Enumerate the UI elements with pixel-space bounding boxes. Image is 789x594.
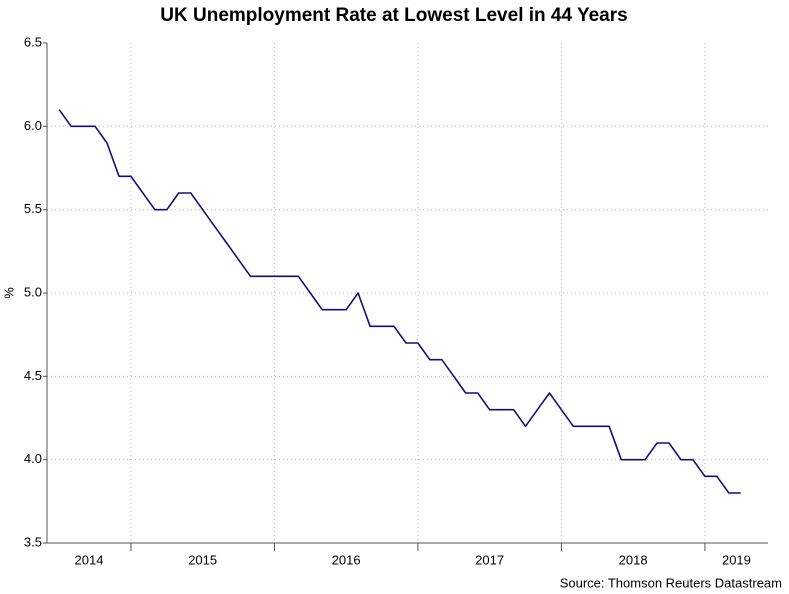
chart-title: UK Unemployment Rate at Lowest Level in … [160, 5, 627, 26]
y-tick-label: 4.5 [24, 368, 42, 383]
y-tick-label: 5.0 [24, 284, 42, 299]
y-tick-label: 6.5 [24, 34, 42, 49]
x-tick-label: 2019 [722, 552, 751, 567]
data-line [58, 109, 741, 494]
y-axis-label: % [1, 287, 16, 299]
y-tick-label: 3.5 [24, 534, 42, 549]
x-tick-label: 2017 [475, 552, 504, 567]
x-tick-label: 2014 [75, 552, 104, 567]
y-tick-label: 4.0 [24, 451, 42, 466]
x-tick-label: 2016 [332, 552, 361, 567]
source-note: Source: Thomson Reuters Datastream [560, 575, 782, 590]
y-tick-label: 5.5 [24, 201, 42, 216]
x-tick-label: 2018 [619, 552, 648, 567]
x-tick-label: 2015 [188, 552, 217, 567]
y-tick-label: 6.0 [24, 118, 42, 133]
